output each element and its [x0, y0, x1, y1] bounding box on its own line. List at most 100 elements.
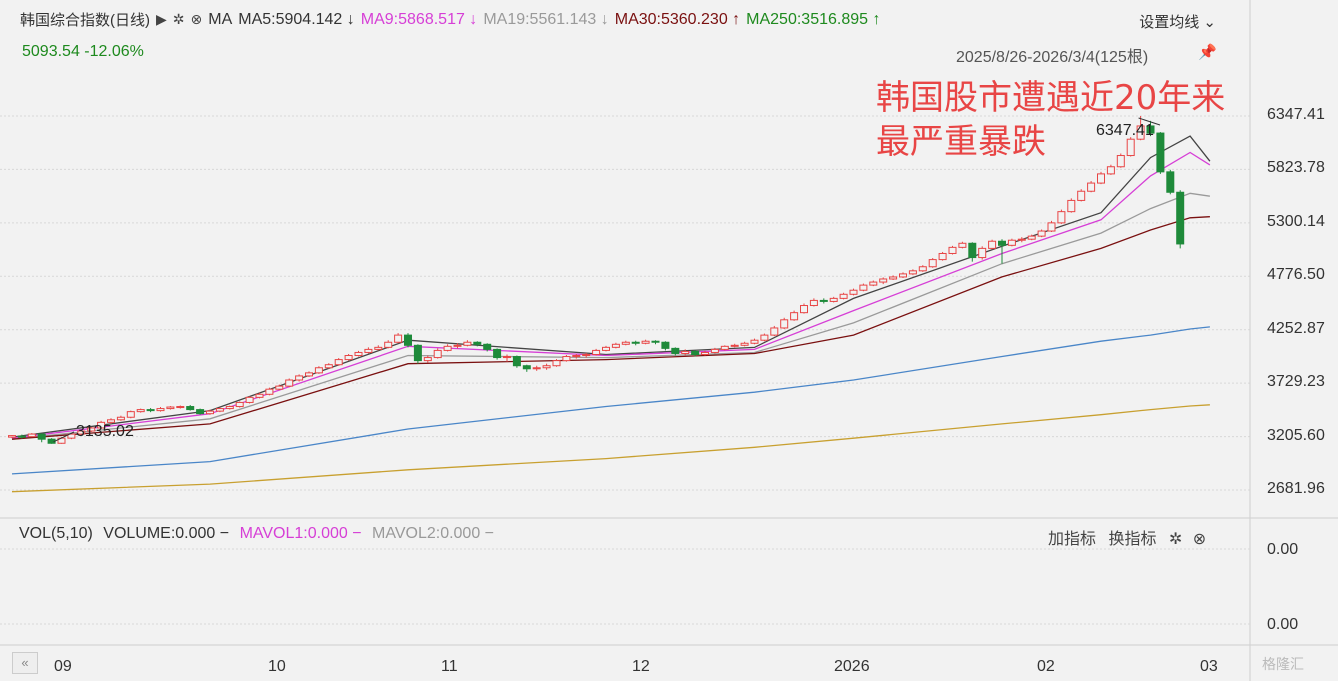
candle — [255, 392, 264, 399]
candle — [988, 239, 997, 250]
candle — [532, 365, 541, 371]
y-tick-label: 3729.23 — [1267, 373, 1325, 391]
gear-icon[interactable]: ✲ — [172, 11, 185, 27]
candle — [879, 277, 888, 285]
scroll-left-button[interactable]: « — [12, 652, 38, 674]
candle-body — [87, 427, 96, 432]
candle-body — [889, 276, 898, 280]
candle-body — [314, 367, 323, 374]
candle — [384, 340, 393, 349]
vol-ytick: 0.00 — [1267, 541, 1299, 558]
candle — [374, 345, 383, 351]
candle — [87, 426, 96, 433]
pin-icon[interactable]: 📌 — [1198, 44, 1217, 61]
candle-body — [1077, 190, 1086, 201]
candle-body — [1087, 182, 1096, 192]
candle-body — [998, 240, 1006, 246]
candle — [750, 338, 759, 345]
candle-body — [97, 421, 106, 429]
candle-body — [631, 341, 640, 344]
candle-body — [1097, 173, 1105, 184]
candle — [503, 354, 511, 362]
candle-body — [186, 406, 195, 411]
candle — [859, 283, 868, 292]
candle — [97, 420, 106, 429]
candle-body — [641, 340, 650, 344]
candle — [1047, 220, 1056, 233]
candle-body — [710, 348, 719, 353]
candle — [206, 409, 214, 415]
indicator-line: 韩国综合指数(日线) ▶ ✲ ⊗ MA MA5:5904.142 ↓ MA9:5… — [20, 9, 880, 30]
candle — [107, 418, 115, 424]
candle — [116, 415, 125, 421]
switch-indicator-button[interactable]: 换指标 — [1108, 531, 1157, 548]
x-tick-label: 11 — [441, 658, 458, 675]
candle-body — [958, 242, 967, 248]
candle — [394, 333, 403, 344]
candle — [443, 344, 452, 352]
candle-body — [552, 360, 561, 367]
candle — [998, 239, 1006, 264]
candle-body — [37, 433, 46, 440]
x-tick-label: 03 — [1200, 658, 1218, 675]
candle — [899, 272, 907, 278]
candle — [730, 343, 739, 348]
candle-body — [611, 343, 620, 348]
candle — [1166, 169, 1175, 195]
candle — [522, 364, 531, 372]
candle-body — [275, 385, 284, 390]
candle — [1106, 164, 1115, 175]
ma250-line — [11, 404, 1210, 493]
low-annotation: 3135.02 — [76, 423, 134, 440]
candle-body — [1027, 235, 1036, 240]
date-range: 2025/8/26-2026/3/4(125根) — [956, 49, 1149, 66]
candle — [8, 435, 16, 439]
candle-body — [671, 347, 680, 354]
gear-icon[interactable]: ✲ — [1168, 531, 1183, 548]
candle-body — [166, 406, 175, 410]
candle-body — [938, 252, 947, 261]
candle-body — [978, 247, 987, 259]
candle — [948, 245, 957, 255]
candle — [661, 341, 670, 351]
candle — [305, 371, 313, 377]
close-icon[interactable]: ⊗ — [1192, 531, 1207, 548]
close-icon[interactable]: ⊗ — [190, 11, 203, 27]
candle — [265, 387, 274, 396]
candle-body — [423, 357, 432, 362]
watermark: 格隆汇 — [1262, 656, 1304, 672]
candle — [37, 433, 46, 443]
candle — [67, 433, 76, 440]
ma-label: MA — [208, 10, 233, 28]
candle — [364, 347, 373, 354]
play-icon[interactable]: ▶ — [156, 11, 167, 27]
candle — [720, 345, 729, 351]
candle-body — [364, 348, 373, 353]
candle-body — [908, 270, 917, 275]
ma5-line — [11, 135, 1211, 438]
add-indicator-button[interactable]: 加指标 — [1048, 531, 1097, 548]
candle — [314, 366, 323, 374]
candle — [958, 241, 967, 249]
candle — [908, 269, 917, 275]
candle-body — [602, 346, 610, 351]
candle-body — [730, 344, 739, 347]
candle — [473, 341, 482, 347]
candle-body — [750, 339, 759, 344]
candle — [225, 405, 234, 410]
candle-body — [859, 284, 868, 291]
ma-settings-button[interactable]: 设置均线 ⌄ — [1139, 11, 1216, 32]
volume-header: VOL(5,10) VOLUME:0.000 − MAVOL1:0.000 − … — [19, 525, 500, 543]
candle — [621, 340, 630, 346]
candle-body — [354, 351, 363, 357]
candle — [1057, 209, 1066, 224]
candle — [47, 438, 56, 444]
candle — [186, 405, 195, 411]
candle — [582, 352, 591, 358]
candle — [57, 437, 66, 444]
candle-body — [879, 278, 888, 283]
candle — [760, 333, 769, 342]
chart-header: 韩国综合指数(日线) ▶ ✲ ⊗ MA MA5:5904.142 ↓ MA9:5… — [0, 0, 1338, 40]
candle-body — [800, 305, 808, 314]
candle-body — [295, 375, 304, 381]
